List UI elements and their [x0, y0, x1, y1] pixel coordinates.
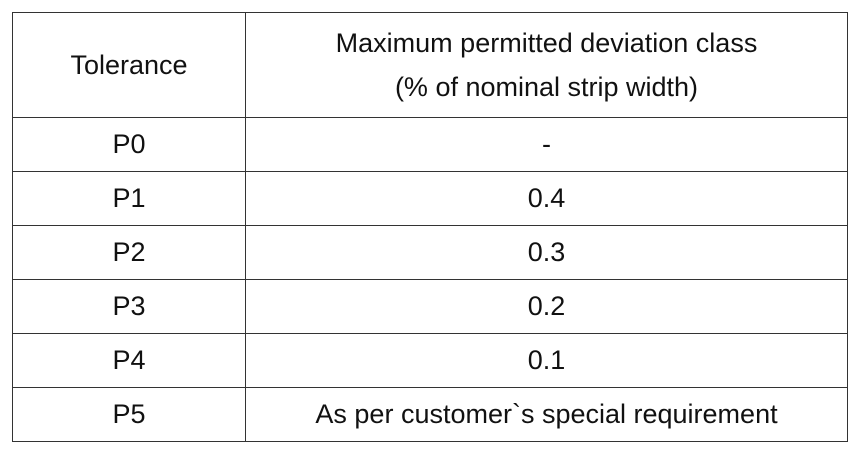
tolerance-cell: P3 — [12, 279, 246, 334]
tolerance-cell: P1 — [12, 171, 246, 226]
deviation-cell: 0.2 — [245, 279, 848, 334]
header-line: Maximum permitted deviation class — [335, 28, 758, 58]
deviation-cell: As per customer`s special requirement — [245, 387, 848, 442]
deviation-cell: - — [245, 117, 848, 172]
header-line: (% of nominal strip width) — [394, 72, 699, 102]
tolerance-cell: P4 — [12, 333, 246, 388]
table-row: P0- — [12, 117, 848, 172]
tolerance-cell: P2 — [12, 225, 246, 280]
table-row: P3 0.2 — [12, 279, 848, 334]
header-cell: Maximum permitted deviation class (% of … — [245, 12, 848, 118]
table-row: P5 As per customer`s special requirement — [12, 387, 848, 442]
table-body: P0- P1 0.4 P2 0.3 P3 0.2 P4 0.1 P5 As per customer… — [12, 117, 848, 442]
tolerance-cell: P5 — [12, 387, 246, 442]
table-row: P4 0.1 — [12, 333, 848, 388]
table-row: P2 0.3 — [12, 225, 848, 280]
tolerance-cell: P0 — [12, 117, 246, 172]
deviation-cell: 0.4 — [245, 171, 848, 226]
deviation-cell: 0.3 — [245, 225, 848, 280]
header-cell: Tolerance — [12, 12, 246, 118]
tolerance-table: Tolerance Maximum permitted deviation cl… — [12, 12, 848, 442]
header-row: Tolerance Maximum permitted deviation cl… — [12, 12, 848, 118]
table-row: P1 0.4 — [12, 171, 848, 226]
table-header: Tolerance Maximum permitted deviation cl… — [12, 12, 848, 118]
deviation-cell: 0.1 — [245, 333, 848, 388]
